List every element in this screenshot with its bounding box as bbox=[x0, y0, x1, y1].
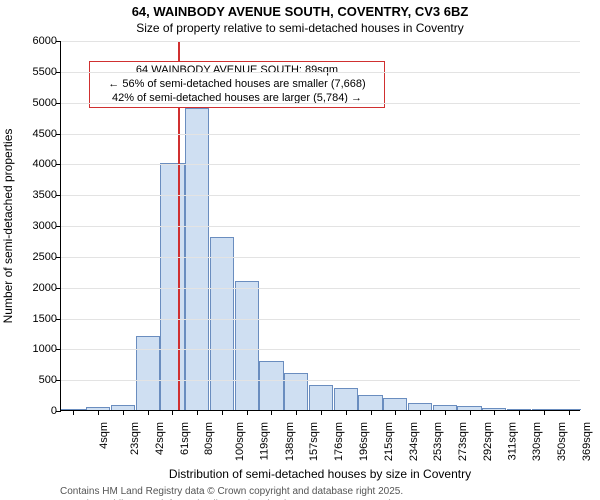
y-gridline bbox=[61, 41, 580, 42]
callout-box: 64 WAINBODY AVENUE SOUTH: 89sqm ← 56% of… bbox=[89, 61, 385, 108]
y-tick-label: 6000 bbox=[17, 35, 61, 47]
x-tick bbox=[445, 410, 446, 415]
y-tick-label: 5000 bbox=[17, 97, 61, 109]
y-axis-title: Number of semi-detached properties bbox=[1, 76, 15, 376]
histogram-bar bbox=[185, 108, 209, 410]
x-tick-label: 119sqm bbox=[258, 422, 270, 460]
y-tick-label: 4000 bbox=[17, 158, 61, 170]
x-tick-label: 80sqm bbox=[203, 422, 215, 455]
histogram-bar bbox=[284, 373, 308, 410]
y-tick-label: 5500 bbox=[17, 66, 61, 78]
x-tick-label: 330sqm bbox=[531, 422, 543, 461]
x-tick bbox=[148, 410, 149, 415]
y-tick-label: 4500 bbox=[17, 128, 61, 140]
y-tick-label: 3500 bbox=[17, 189, 61, 201]
x-tick-label: 138sqm bbox=[284, 422, 296, 461]
x-tick-label: 292sqm bbox=[482, 422, 494, 461]
x-tick-label: 196sqm bbox=[358, 422, 370, 461]
y-gridline bbox=[61, 226, 580, 227]
x-tick bbox=[247, 410, 248, 415]
y-tick-label: 500 bbox=[17, 374, 61, 386]
y-tick-label: 2000 bbox=[17, 282, 61, 294]
callout-line2: ← 56% of semi-detached houses are smalle… bbox=[94, 78, 380, 92]
x-tick bbox=[73, 410, 74, 415]
y-gridline bbox=[61, 288, 580, 289]
footer: Contains HM Land Registry data © Crown c… bbox=[60, 485, 600, 500]
x-tick bbox=[346, 410, 347, 415]
y-gridline bbox=[61, 349, 580, 350]
y-gridline bbox=[61, 72, 580, 73]
x-tick bbox=[569, 410, 570, 415]
x-tick bbox=[519, 410, 520, 415]
histogram-bar bbox=[383, 398, 407, 410]
y-tick-label: 1000 bbox=[17, 343, 61, 355]
x-tick-label: 61sqm bbox=[179, 422, 191, 455]
histogram-bar bbox=[235, 281, 259, 411]
title-line1: 64, WAINBODY AVENUE SOUTH, COVENTRY, CV3… bbox=[0, 4, 600, 19]
x-tick bbox=[123, 410, 124, 415]
x-tick bbox=[494, 410, 495, 415]
y-gridline bbox=[61, 103, 580, 104]
x-tick-label: 176sqm bbox=[333, 422, 345, 461]
y-gridline bbox=[61, 257, 580, 258]
x-tick bbox=[371, 410, 372, 415]
x-tick bbox=[172, 410, 173, 415]
title-block: 64, WAINBODY AVENUE SOUTH, COVENTRY, CV3… bbox=[0, 0, 600, 35]
y-gridline bbox=[61, 195, 580, 196]
histogram-bar bbox=[334, 388, 358, 410]
y-gridline bbox=[61, 319, 580, 320]
y-tick-label: 1500 bbox=[17, 313, 61, 325]
histogram-bar bbox=[408, 403, 432, 410]
x-tick bbox=[197, 410, 198, 415]
y-gridline bbox=[61, 134, 580, 135]
x-tick bbox=[321, 410, 322, 415]
plot-area: 64 WAINBODY AVENUE SOUTH: 89sqm ← 56% of… bbox=[60, 41, 580, 411]
histogram-bar bbox=[136, 336, 160, 410]
histogram-bar bbox=[358, 395, 382, 410]
x-tick-label: 369sqm bbox=[581, 422, 593, 461]
x-tick bbox=[98, 410, 99, 415]
histogram-bar bbox=[210, 237, 234, 410]
histogram-bar bbox=[309, 385, 333, 410]
title-line2: Size of property relative to semi-detach… bbox=[0, 21, 600, 35]
x-tick-label: 350sqm bbox=[556, 422, 568, 461]
footer-line1: Contains HM Land Registry data © Crown c… bbox=[60, 485, 600, 498]
x-tick-label: 253sqm bbox=[432, 422, 444, 461]
x-tick-label: 23sqm bbox=[129, 422, 141, 455]
x-tick bbox=[271, 410, 272, 415]
chart: Number of semi-detached properties 64 WA… bbox=[60, 41, 580, 411]
x-tick-label: 42sqm bbox=[154, 422, 166, 455]
x-tick bbox=[296, 410, 297, 415]
x-tick-label: 215sqm bbox=[383, 422, 395, 461]
x-tick-label: 273sqm bbox=[457, 422, 469, 461]
y-tick-label: 3000 bbox=[17, 220, 61, 232]
x-tick-label: 311sqm bbox=[506, 422, 518, 460]
x-tick-label: 234sqm bbox=[408, 422, 420, 461]
y-tick-label: 2500 bbox=[17, 251, 61, 263]
x-tick bbox=[395, 410, 396, 415]
x-tick bbox=[222, 410, 223, 415]
y-tick-label: 0 bbox=[17, 405, 61, 417]
histogram-bar bbox=[259, 361, 283, 410]
x-tick-label: 4sqm bbox=[98, 422, 110, 449]
x-axis-title: Distribution of semi-detached houses by … bbox=[60, 467, 580, 481]
x-tick bbox=[544, 410, 545, 415]
y-gridline bbox=[61, 164, 580, 165]
x-tick bbox=[420, 410, 421, 415]
x-tick bbox=[470, 410, 471, 415]
x-tick-label: 157sqm bbox=[309, 422, 321, 461]
y-gridline bbox=[61, 380, 580, 381]
x-tick-label: 100sqm bbox=[234, 422, 246, 461]
